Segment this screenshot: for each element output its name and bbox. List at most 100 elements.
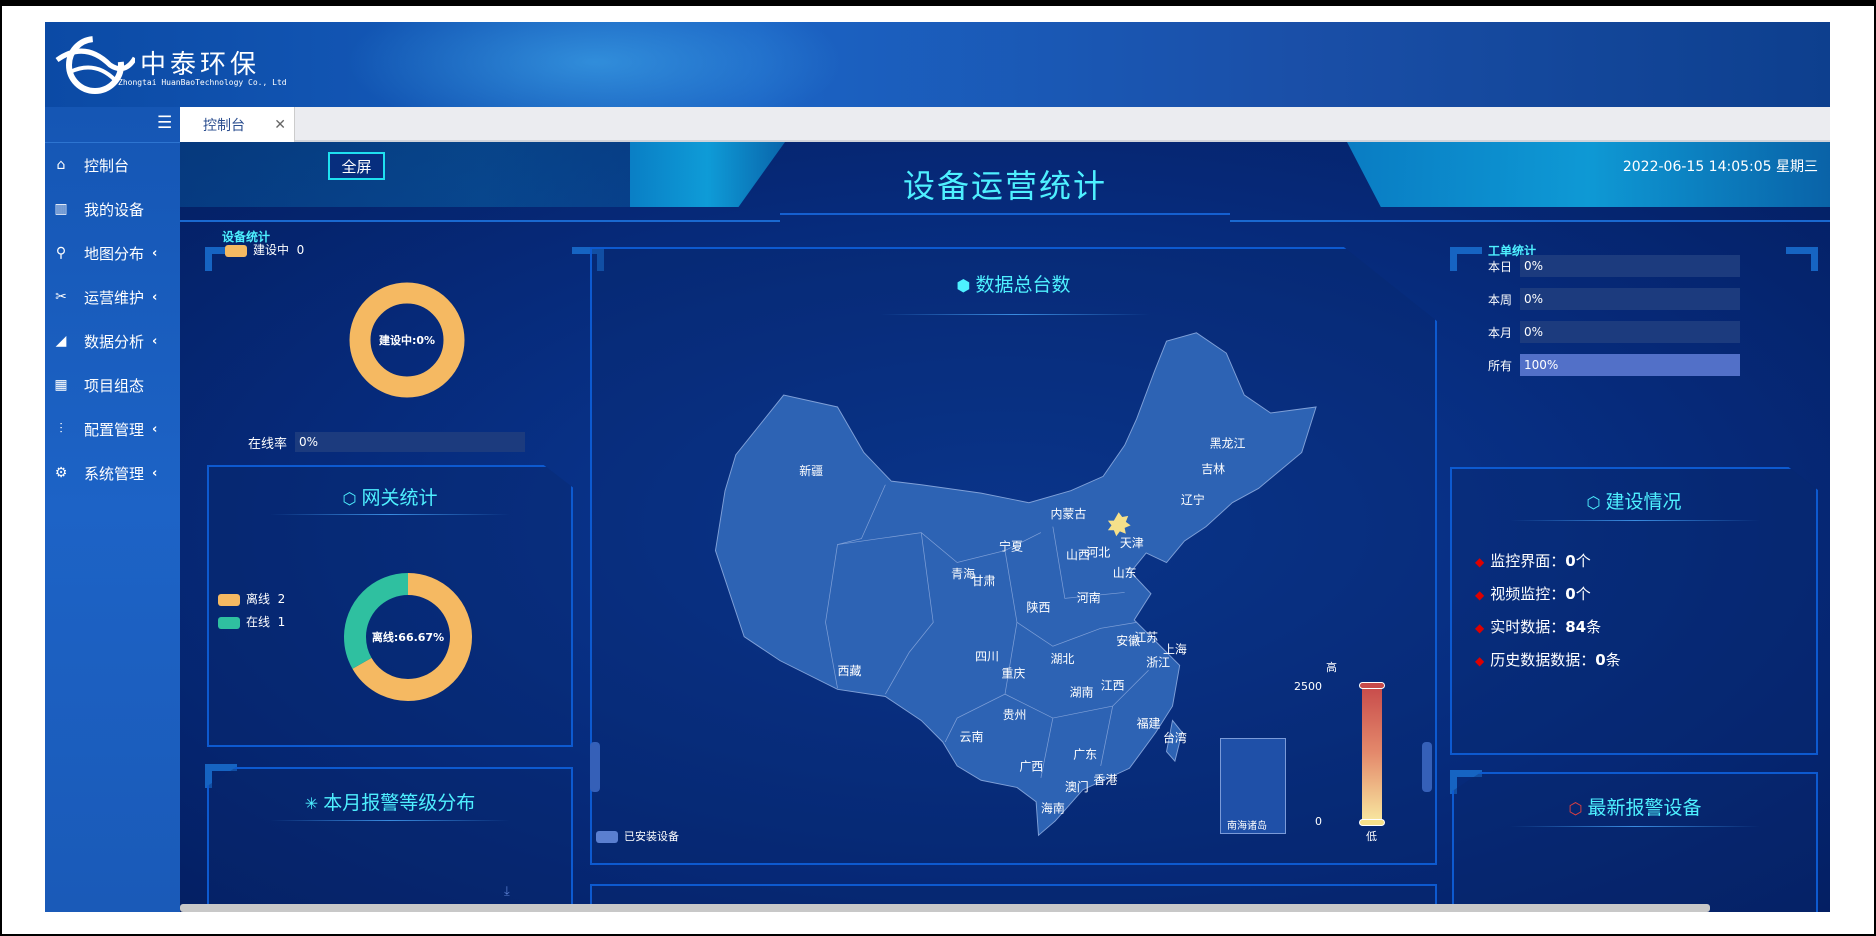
tab-bar: 控制台 ✕: [180, 107, 1830, 142]
tab-console[interactable]: 控制台 ✕: [180, 107, 295, 142]
map-side-handle-right: [1422, 742, 1432, 792]
work-order-bar: 0%: [1520, 288, 1740, 310]
sidebar-item[interactable]: ⚲ 地图分布 ‹: [45, 231, 180, 275]
visual-map-handle-bottom[interactable]: [1359, 819, 1385, 826]
device-stats-legend[interactable]: 建设中 0: [225, 241, 304, 258]
gateway-title: ⬡ 网关统计: [342, 487, 438, 509]
work-order-label: 本月: [1488, 326, 1513, 340]
gateway-donut-chart: 离线:66.67%: [344, 573, 472, 701]
brand-subtitle: Zhongtai HuanBaoTechnology Co., Ltd: [118, 78, 287, 87]
sidebar-item-label: 数据分析: [84, 332, 145, 351]
map-panel: [590, 247, 1437, 865]
sidebar-item-label: 我的设备: [84, 200, 145, 219]
visual-map-handle-top[interactable]: [1359, 682, 1385, 689]
donut-center-label: 建设中:0%: [379, 333, 435, 347]
work-order-bar: 100%: [1520, 354, 1740, 376]
sidebar: ☰ ⌂ 控制台 ▥ 我的设备 ⚲ 地图分布 ‹ ✂ 运营维护 ‹ ◢ 数据分析 ‹ ▦ 项目组态 ⫶ 配置管理 ‹…: [45, 107, 180, 912]
gear-icon: ⚙: [54, 465, 68, 481]
visual-map-slider[interactable]: [1362, 685, 1382, 822]
sidebar-item-label: 系统管理: [84, 464, 145, 483]
home-icon: ⌂: [56, 157, 66, 173]
work-order-label: 本日: [1488, 260, 1513, 274]
device-donut-chart: 建设中:0%: [349, 282, 465, 398]
page-title: 设备运营统计: [902, 167, 1107, 205]
legend-swatch: [225, 244, 247, 257]
legend-online[interactable]: 在线 1: [218, 613, 285, 630]
grid-icon: ▦: [54, 377, 68, 393]
alarm-level-panel: [207, 767, 573, 912]
sidebar-item[interactable]: ◢ 数据分析 ‹: [45, 319, 180, 363]
sidebar-item-label: 运营维护: [84, 288, 145, 307]
construction-item: ◆ 实时数据：84条: [1475, 618, 1602, 636]
construction-item: ◆ 监控界面：0个: [1475, 552, 1591, 570]
latest-alarm-title: ⬡ 最新报警设备: [1568, 797, 1702, 819]
visual-map-high-label: 高: [1326, 661, 1337, 674]
online-rate-bar: 0%: [295, 432, 525, 452]
datetime: 2022-06-15 14:05:05 星期三: [1622, 159, 1818, 175]
diamond-icon: ◆: [1475, 621, 1485, 635]
work-order-label: 本周: [1488, 293, 1513, 307]
chevron-left-icon: ‹: [152, 465, 158, 481]
sidebar-item[interactable]: ⌂ 控制台: [45, 143, 180, 187]
online-rate-label: 在线率: [248, 437, 288, 452]
tab-label: 控制台: [203, 117, 245, 134]
legend-offline[interactable]: 离线 2: [218, 590, 285, 607]
visual-map-low-label: 低: [1366, 830, 1377, 843]
hexagons-icon: ⬢: [956, 276, 971, 295]
work-order-bar: 0%: [1520, 321, 1740, 343]
area-chart-icon: ◢: [55, 333, 67, 349]
gateway-panel: [207, 465, 573, 747]
legend-label: 建设中: [253, 243, 290, 257]
visual-map-max: 2500: [1294, 680, 1322, 693]
diamond-icon: ◆: [1475, 555, 1485, 569]
download-icon[interactable]: ⤓: [504, 884, 510, 899]
brand-name: 中泰环保: [140, 50, 261, 80]
work-order-bar: 0%: [1520, 255, 1740, 277]
hexagon-icon: ⬡: [1586, 493, 1601, 512]
sidebar-item[interactable]: ▥ 我的设备: [45, 187, 180, 231]
tools-icon: ✂: [55, 289, 67, 305]
chevron-left-icon: ‹: [152, 289, 158, 305]
sidebar-item-label: 控制台: [84, 156, 130, 175]
horizontal-scrollbar[interactable]: [180, 904, 1710, 912]
sidebar-item-label: 项目组态: [84, 376, 145, 395]
legend-value: 0: [296, 243, 305, 257]
dashboard: 全屏 设备运营统计 2022-06-15 14:05:05 星期三 设备统计 建…: [180, 142, 1830, 912]
latest-alarm-panel: [1452, 772, 1818, 912]
donut-slice-construction: [349, 282, 465, 398]
chevron-left-icon: ‹: [152, 333, 158, 349]
south-china-sea-inset: 南海诸岛: [1220, 738, 1286, 834]
sidebar-item-label: 地图分布: [84, 244, 145, 263]
hamburger-icon[interactable]: ☰: [157, 113, 173, 133]
close-icon[interactable]: ✕: [274, 116, 286, 133]
alarm-icon: ⬡: [1568, 799, 1583, 818]
construction-panel: [1450, 467, 1818, 755]
diamond-icon: ◆: [1475, 588, 1485, 602]
construction-title: ⬡ 建设情况: [1586, 491, 1682, 513]
sliders-icon: ⫶: [59, 421, 63, 437]
fullscreen-button[interactable]: 全屏: [328, 152, 385, 180]
map-legend[interactable]: 已安装设备: [596, 828, 679, 844]
chevron-left-icon: ‹: [152, 245, 158, 261]
hexagon-icon: ⬡: [342, 489, 357, 508]
map-title: ⬢ 数据总台数: [956, 274, 1071, 296]
diamond-icon: ◆: [1475, 654, 1485, 668]
donut-slice-online: [344, 573, 472, 701]
alarm-level-title: ✳ 本月报警等级分布: [304, 792, 476, 814]
sidebar-item[interactable]: ⚙ 系统管理 ‹: [45, 451, 180, 495]
sidebar-item[interactable]: ⫶ 配置管理 ‹: [45, 407, 180, 451]
app-header: 中泰环保 Zhongtai HuanBaoTechnology Co., Ltd: [45, 22, 1830, 107]
sidebar-item[interactable]: ▦ 项目组态: [45, 363, 180, 407]
device-stats-title: 设备统计: [222, 230, 271, 244]
network-icon: ✳: [304, 794, 319, 813]
company-logo: [55, 36, 135, 94]
construction-item: ◆ 历史数据数据：0条: [1475, 651, 1621, 669]
donut-center-label: 离线:66.67%: [372, 630, 444, 644]
construction-item: ◆ 视频监控：0个: [1475, 585, 1591, 603]
work-order-title: 工单统计: [1488, 244, 1537, 258]
chevron-left-icon: ‹: [152, 421, 158, 437]
sidebar-item[interactable]: ✂ 运营维护 ‹: [45, 275, 180, 319]
sidebar-item-label: 配置管理: [84, 420, 145, 439]
devices-icon: ▥: [54, 201, 68, 217]
